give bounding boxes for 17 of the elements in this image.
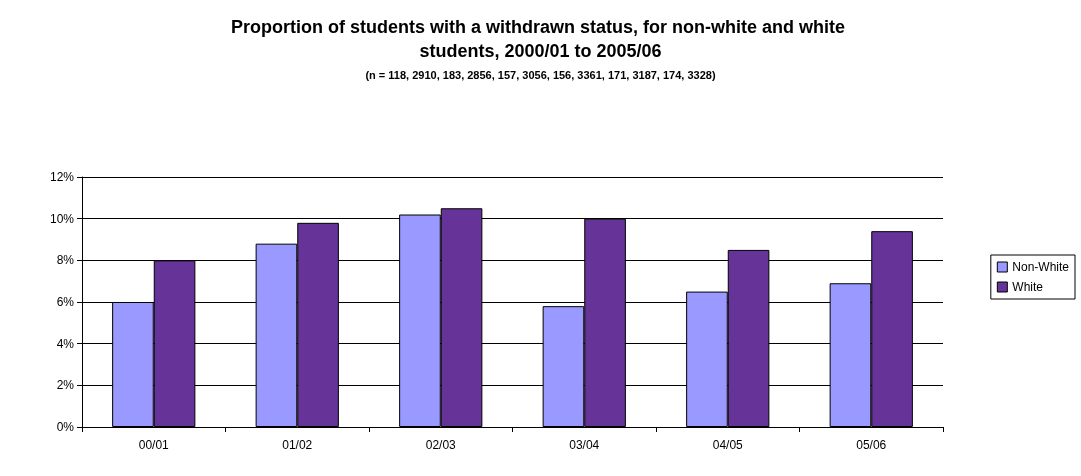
x-tick-label: 00/01	[138, 438, 170, 452]
x-tick-label: 03/04	[569, 438, 600, 452]
y-tick-label: 6%	[56, 295, 75, 309]
legend-label: Non-White	[1012, 260, 1070, 274]
x-tick-label: 01/02	[282, 438, 313, 452]
y-tick-label: 10%	[49, 211, 75, 226]
y-tick-label: 12%	[49, 170, 75, 184]
y-tick-label: 4%	[56, 336, 75, 351]
y-tick-label: 8%	[56, 253, 75, 268]
legend-label: White	[1012, 280, 1044, 294]
x-tick-label: 04/05	[712, 438, 744, 452]
chart-title: Proportion of students with a withdrawn status, for non-white and white students, 2000/01 to 2005/06	[231, 17, 850, 61]
y-tick-label: 0%	[56, 420, 75, 434]
x-tick-label: 05/06	[856, 438, 887, 452]
chart-subtitle: (n = 118, 2910, 183, 2856, 157, 3056, 156, 3361, 171, 3187, 174, 3328)	[365, 68, 716, 81]
y-tick-label: 2%	[56, 378, 75, 393]
x-tick-label: 02/03	[425, 438, 457, 452]
